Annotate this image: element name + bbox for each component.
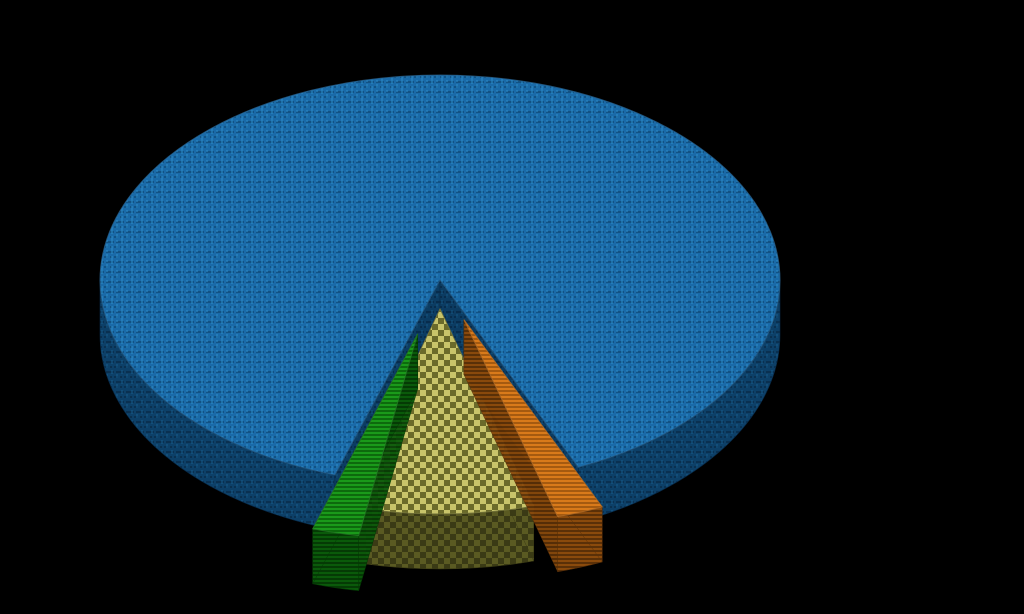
pie-chart-svg: [0, 0, 1024, 614]
pie-chart-3d: [0, 0, 1024, 614]
